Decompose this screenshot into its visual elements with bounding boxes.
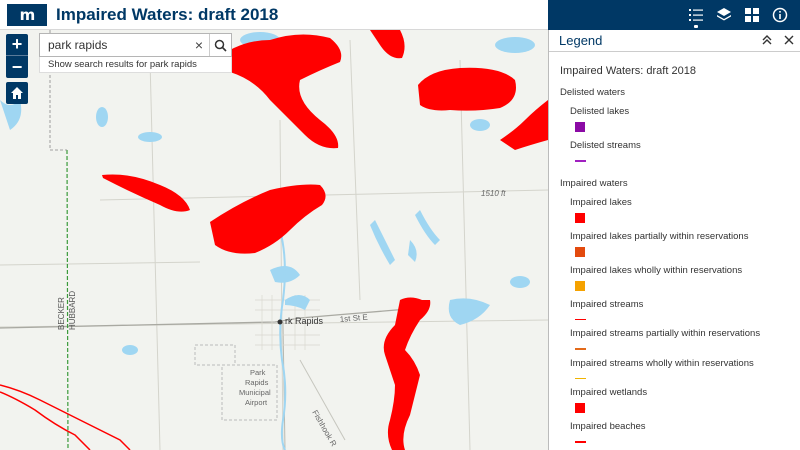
app-title: Impaired Waters: draft 2018 xyxy=(56,4,279,24)
zoom-controls: + − xyxy=(6,34,28,78)
zoom-out-button[interactable]: − xyxy=(11,56,23,77)
legend-group-title: Delisted waters xyxy=(560,87,625,98)
home-icon xyxy=(11,87,23,99)
logo-text: m xyxy=(19,5,36,24)
airport-label-3: Municipal xyxy=(239,388,271,397)
close-icon xyxy=(784,35,794,44)
legend-item: Impaired streams wholly within reservati… xyxy=(560,357,790,379)
legend-panel: Legend Impaired Waters: draft 2018 Delis… xyxy=(548,30,800,450)
zoom-in-button[interactable]: + xyxy=(6,34,28,56)
airport-label-1: Park xyxy=(250,368,266,377)
legend-groups: Delisted waters Delisted lakes Delisted st… xyxy=(560,87,790,443)
legend-item: Impaired beaches xyxy=(560,421,790,443)
basemap-tool-button[interactable] xyxy=(738,1,766,29)
legend-item: Impaired streams partially within reserv… xyxy=(560,328,790,350)
county-label-west: BECKER xyxy=(57,297,66,330)
legend-item-label: Impaired lakes wholly within reservation… xyxy=(570,264,743,276)
legend-item: Impaired wetlands xyxy=(560,387,790,413)
legend-line-swatch xyxy=(575,318,586,320)
about-tool-button[interactable] xyxy=(766,1,794,29)
legend-line-swatch xyxy=(575,377,586,379)
legend-item-label: Delisted streams xyxy=(570,140,641,151)
legend-panel-header: Legend xyxy=(549,30,800,52)
search-suggestion[interactable]: Show search results for park rapids xyxy=(39,57,232,73)
search-input[interactable] xyxy=(40,34,189,56)
legend-line-swatch xyxy=(575,160,586,162)
river-label: Fishhook R xyxy=(310,409,338,449)
legend-item: Impaired lakes wholly within reservation… xyxy=(560,265,790,291)
collapse-panel-button[interactable] xyxy=(756,34,778,48)
legend-item-label: Impaired streams wholly within reservati… xyxy=(570,357,754,369)
map-canvas[interactable]: 1510 ft rk Rapids 1st St E Park Rapids M… xyxy=(0,30,548,450)
home-button[interactable] xyxy=(6,82,28,104)
legend-fill-swatch xyxy=(575,403,585,413)
basemap-gallery-icon xyxy=(745,8,759,22)
street-label: 1st St E xyxy=(339,313,368,324)
legend-item-label: Impaired lakes xyxy=(570,196,632,208)
search-box: × xyxy=(39,33,232,57)
legend-line-swatch xyxy=(575,441,586,443)
layers-tool-button[interactable] xyxy=(710,1,738,29)
app-header: m Impaired Waters: draft 2018 xyxy=(0,0,548,30)
legend-item: Impaired lakes partially within reservat… xyxy=(560,231,790,257)
legend-tool-button[interactable] xyxy=(682,1,710,29)
legend-fill-swatch xyxy=(575,212,585,223)
widget-toolbar xyxy=(548,0,800,30)
legend-panel-title: Legend xyxy=(559,33,603,48)
elevation-label: 1510 ft xyxy=(481,189,506,198)
town-label: rk Rapids xyxy=(285,316,324,326)
search-button[interactable] xyxy=(209,34,231,56)
legend-body: Impaired Waters: draft 2018 Delisted wat… xyxy=(549,52,800,443)
legend-fill-swatch xyxy=(575,280,585,291)
legend-item-label: Impaired beaches xyxy=(570,421,646,432)
about-icon xyxy=(772,7,788,23)
chevron-double-up-icon xyxy=(762,34,772,44)
close-panel-button[interactable] xyxy=(778,34,800,48)
legend-item-label: Impaired lakes partially within reservat… xyxy=(570,230,749,242)
legend-list-icon xyxy=(689,9,703,21)
search-icon xyxy=(214,39,227,52)
clear-search-icon[interactable]: × xyxy=(194,37,204,53)
legend-item: Impaired lakes xyxy=(560,197,790,223)
legend-item: Delisted streams xyxy=(560,140,790,162)
layers-icon xyxy=(717,8,731,21)
legend-fill-swatch xyxy=(575,246,585,257)
county-label-east: HUBBARD xyxy=(68,291,77,330)
airport-label-4: Airport xyxy=(245,398,268,407)
legend-line-swatch xyxy=(575,348,586,350)
legend-item-label: Impaired wetlands xyxy=(570,387,648,398)
legend-item-label: Impaired streams partially within reserv… xyxy=(570,328,761,339)
legend-item-label: Delisted lakes xyxy=(570,106,630,117)
legend-item: Impaired streams xyxy=(560,298,790,320)
legend-item-label: Impaired streams xyxy=(570,298,644,310)
legend-layer-title: Impaired Waters: draft 2018 xyxy=(560,65,696,77)
mn-logo[interactable]: m xyxy=(7,3,47,26)
legend-fill-swatch xyxy=(575,122,585,132)
legend-item: Delisted lakes xyxy=(560,106,790,132)
airport-label-2: Rapids xyxy=(245,378,269,387)
legend-group-title: Impaired waters xyxy=(560,177,628,189)
map-view[interactable]: 1510 ft rk Rapids 1st St E Park Rapids M… xyxy=(0,30,548,450)
